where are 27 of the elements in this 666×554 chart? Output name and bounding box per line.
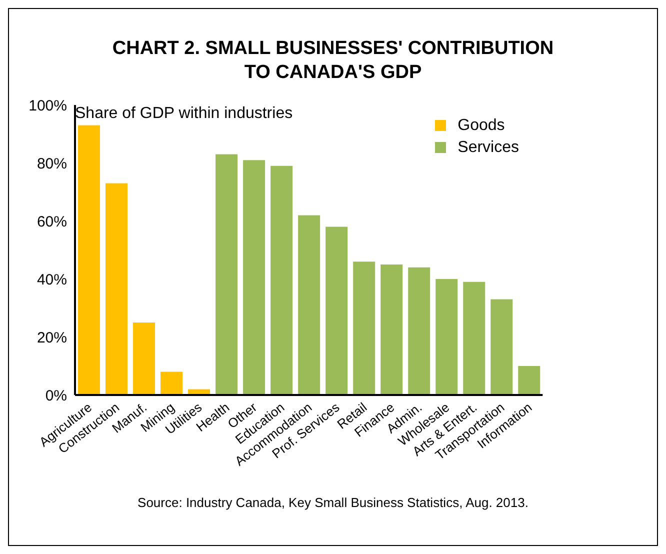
y-tick-label: 100% <box>28 97 67 114</box>
bar <box>160 372 183 395</box>
bar <box>106 183 128 395</box>
bar <box>518 366 540 395</box>
legend-label: Services <box>458 139 519 156</box>
source-note: Source: Industry Canada, Key Small Business Statistics, Aug. 2013. <box>136 495 530 510</box>
bar <box>243 160 266 395</box>
y-tick-label: 0% <box>45 387 67 404</box>
y-tick-label: 60% <box>36 213 67 230</box>
y-tick-label: 80% <box>36 155 67 172</box>
y-tick-label: 40% <box>36 271 67 288</box>
bar <box>78 125 100 395</box>
bar <box>463 282 486 395</box>
bar <box>326 226 348 395</box>
bar <box>490 299 513 395</box>
bar <box>298 215 320 395</box>
bar <box>133 322 156 395</box>
bar <box>353 262 376 395</box>
legend-label: Goods <box>458 117 505 134</box>
bar <box>436 279 458 395</box>
bar <box>216 154 238 395</box>
y-tick-label: 20% <box>36 329 67 346</box>
bar <box>270 166 293 395</box>
y-axis-title: Share of GDP within industries <box>75 105 293 123</box>
bar <box>408 267 430 395</box>
chart-title: CHART 2. SMALL BUSINESSES' CONTRIBUTION TO CANADA'S GDP <box>111 37 555 85</box>
bar <box>380 264 403 395</box>
